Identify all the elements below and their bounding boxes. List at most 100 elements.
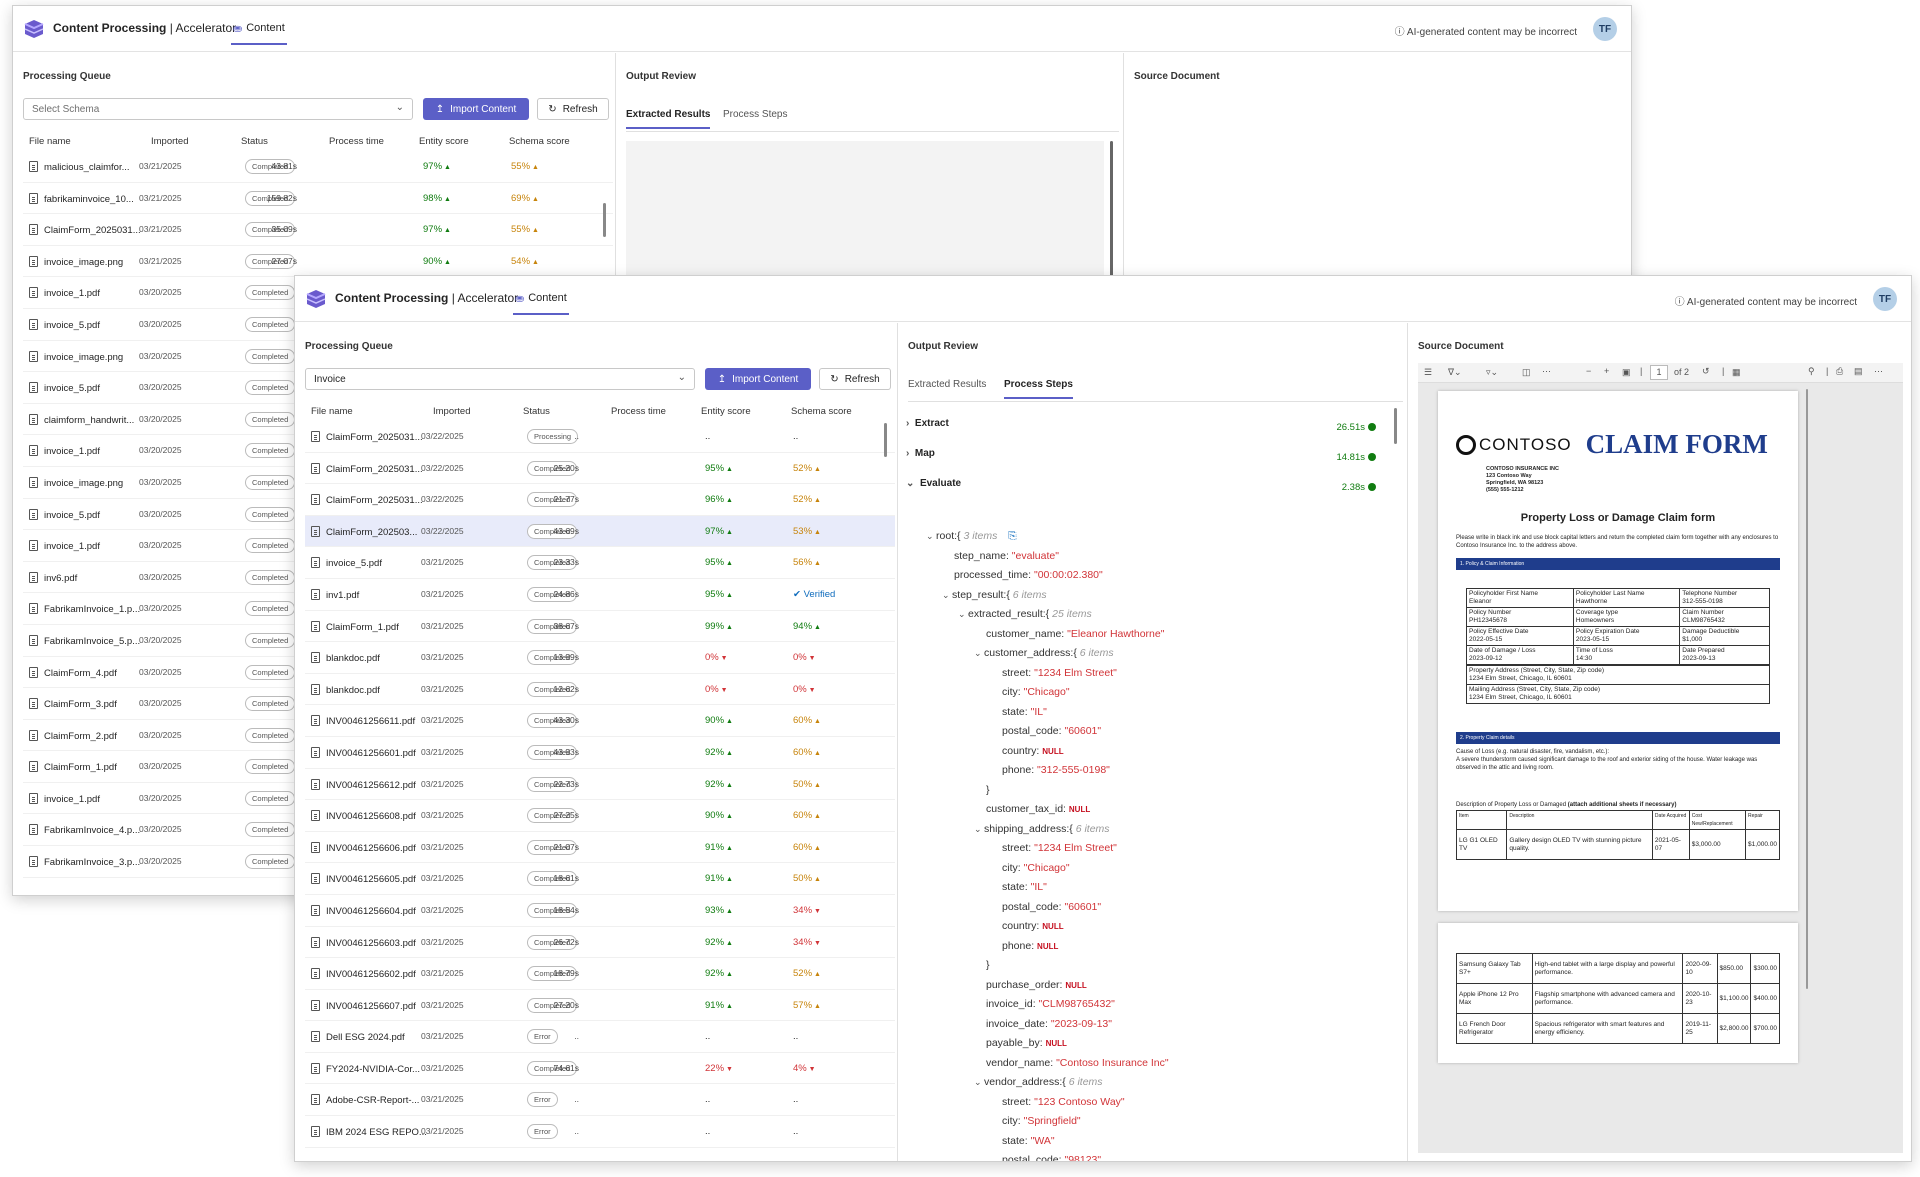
status-badge: Completed <box>245 474 296 490</box>
refresh-icon: ↻ <box>548 103 557 115</box>
fit-page-icon[interactable]: ▣ <box>1622 367 1631 377</box>
imported-date: 03/21/2025 <box>421 715 464 726</box>
print-icon[interactable]: ⎙ <box>1836 366 1844 376</box>
step-extract[interactable]: › Extract 26.51s <box>906 418 1376 442</box>
import-content-button[interactable]: ↥ Import Content <box>423 98 529 120</box>
page-number-input[interactable]: 1 <box>1650 365 1668 380</box>
zoom-out-icon[interactable]: − <box>1586 366 1592 376</box>
table-row[interactable]: ClaimForm_202503... 03/22/2025 Completed 43… <box>305 515 895 548</box>
upload-icon: ↥ <box>435 103 445 115</box>
table-row[interactable]: INV00461256612.pdf 03/21/2025 Completed 22.… <box>305 769 895 801</box>
tab-extracted-results[interactable]: Extracted Results <box>626 109 711 129</box>
avatar[interactable]: TF <box>1593 17 1617 41</box>
queue-scrollbar[interactable] <box>884 423 887 457</box>
json-node-expandable[interactable]: ⌄ customer_address:{ 6 items <box>974 647 1114 659</box>
col-schema-score[interactable]: Schema score <box>509 136 570 147</box>
col-entity-score[interactable]: Entity score <box>701 406 751 417</box>
col-status[interactable]: Status <box>241 136 268 147</box>
table-row[interactable]: invoice_5.pdf 03/21/2025 Completed 23.33s 95… <box>305 547 895 579</box>
json-node-expandable[interactable]: ⌄ shipping_address:{ 6 items <box>974 822 1110 835</box>
col-file-name[interactable]: File name <box>29 136 71 147</box>
table-row[interactable]: ClaimForm_2025031... 03/22/2025 Completed 2… <box>305 484 895 516</box>
save-icon[interactable]: ▤ <box>1854 366 1863 376</box>
output-scrollbar[interactable] <box>1394 408 1397 444</box>
more-icon[interactable]: ⋯ <box>1874 366 1883 376</box>
panel-title: Processing Queue <box>305 341 393 352</box>
table-row[interactable]: inv1.pdf 03/21/2025 Completed 24.86s 95% ▲ ✔ … <box>305 579 895 611</box>
import-content-button[interactable]: ↥ Import Content <box>705 368 811 390</box>
refresh-button[interactable]: ↻ Refresh <box>537 98 609 120</box>
table-row[interactable]: INV00461256605.pdf 03/21/2025 Completed 18.… <box>305 863 895 895</box>
schema-select[interactable]: Select Schema ⌄ <box>23 98 413 120</box>
step-evaluate[interactable]: ⌄ Evaluate 2.38s <box>906 478 1376 502</box>
tab-extracted-results[interactable]: Extracted Results <box>908 379 987 390</box>
table-row[interactable]: INV00461256608.pdf 03/21/2025 Completed 27.… <box>305 800 895 832</box>
page-view-icon[interactable]: ▦ <box>1732 367 1741 377</box>
entity-score: 95% ▲ <box>705 462 733 474</box>
file-name-cell: INV00461256601.pdf <box>311 746 416 759</box>
imported-date: 03/20/2025 <box>139 318 182 329</box>
rotate-icon[interactable]: ↺ <box>1702 366 1710 376</box>
search-icon[interactable]: ⚲ <box>1808 366 1815 376</box>
col-imported[interactable]: Imported <box>433 406 471 417</box>
col-process-time[interactable]: Process time <box>611 406 666 417</box>
list-icon[interactable]: ☰ <box>1424 367 1433 377</box>
table-row[interactable]: FY2024-NVIDIA-Cor... 03/21/2025 Completed 7… <box>305 1053 895 1085</box>
chevron-down-icon: ⌄ <box>906 478 915 489</box>
tab-process-steps[interactable]: Process Steps <box>1004 379 1073 399</box>
table-row[interactable]: ClaimForm_2025031... 03/22/2025 Processing… <box>305 421 895 453</box>
table-row[interactable]: INV00461256604.pdf 03/21/2025 Completed 18.… <box>305 895 895 927</box>
more-icon[interactable]: ⋯ <box>1542 366 1551 376</box>
table-row[interactable]: INV00461256606.pdf 03/21/2025 Completed 21.… <box>305 832 895 864</box>
schema-select[interactable]: Invoice ⌄ <box>305 368 695 390</box>
step-map[interactable]: › Map 14.81s <box>906 448 1376 472</box>
avatar[interactable]: TF <box>1873 287 1897 311</box>
table-row[interactable]: INV00461256602.pdf 03/21/2025 Completed 18.… <box>305 958 895 990</box>
table-row[interactable]: ClaimForm_1.pdf 03/21/2025 Completed 38.67s… <box>305 611 895 643</box>
pdf-toolbar: ☰ ∇⌄ ▿⌄ ◫ ⋯ − + ▣ | 1 of 2 ↺ | ▦ ⚲ | ⎙ ▤… <box>1418 363 1903 383</box>
view-icon[interactable]: ◫ <box>1522 367 1531 377</box>
table-row[interactable]: Adobe-CSR-Report-... 03/21/2025 Error.....… <box>305 1084 895 1117</box>
json-node-expandable[interactable]: ⌄ step_result:{ 6 items <box>942 588 1047 601</box>
pdf-viewer[interactable]: CONTOSO CLAIM FORM CONTOSO INSURANCE INC… <box>1418 383 1903 1153</box>
table-row[interactable]: ClaimForm_1.pdf 03/20/2025 Completed <box>23 751 613 783</box>
table-row[interactable]: blankdoc.pdf 03/21/2025 Completed 13.99s 0% … <box>305 642 895 674</box>
table-row[interactable]: INV00461256611.pdf 03/21/2025 Completed 43.… <box>305 705 895 737</box>
status-badge: Completed <box>245 601 296 617</box>
table-row[interactable]: Dell ESG 2024.pdf 03/21/2025 Error...... <box>305 1021 895 1053</box>
pdf-scrollbar[interactable] <box>1806 389 1808 989</box>
schema-score: 34% ▼ <box>793 936 821 948</box>
trend-icon: ▲ <box>724 465 733 473</box>
tab-content[interactable]: ⛂ Content <box>513 289 569 315</box>
filter-icon[interactable]: ▿⌄ <box>1486 367 1499 377</box>
highlight-icon[interactable]: ∇⌄ <box>1448 367 1462 377</box>
col-schema-score[interactable]: Schema score <box>791 406 852 417</box>
table-row[interactable]: ClaimForm_2025031... 03/22/2025 Completed 2… <box>305 453 895 485</box>
zoom-in-icon[interactable]: + <box>1604 366 1610 376</box>
table-row[interactable]: IBM 2024 ESG REPO... 03/21/2025 Error.....… <box>305 1116 895 1148</box>
table-row[interactable]: ClaimForm_2025031... 03/21/2025 Completed 3… <box>23 214 613 246</box>
table-row[interactable]: INV00461256601.pdf 03/21/2025 Completed 43.… <box>305 737 895 769</box>
table-row[interactable]: fabrikaminvoice_10... 03/21/2025 Completed… <box>23 183 613 215</box>
tab-content[interactable]: ⛂ Content <box>231 19 287 45</box>
json-node-expandable[interactable]: ⌄ vendor_address:{ 6 items <box>974 1076 1103 1088</box>
col-entity-score[interactable]: Entity score <box>419 136 469 147</box>
entity-score: 91% ▲ <box>705 999 733 1011</box>
col-process-time[interactable]: Process time <box>329 136 384 147</box>
results-scrollbar[interactable] <box>1110 141 1113 341</box>
table-row[interactable]: malicious_claimfor... 03/21/2025 Completed… <box>23 151 613 183</box>
json-node: state: "IL" <box>1002 705 1047 718</box>
table-row[interactable]: INV00461256607.pdf 03/21/2025 Completed 27.… <box>305 990 895 1022</box>
table-row[interactable]: invoice_image.png 03/21/2025 Completed 27.0… <box>23 246 613 278</box>
col-status[interactable]: Status <box>523 406 550 417</box>
table-row[interactable]: blankdoc.pdf 03/21/2025 Completed 12.62s 0% … <box>305 674 895 706</box>
col-file-name[interactable]: File name <box>311 406 353 417</box>
json-node-expandable[interactable]: ⌄ root:{ 3 items ⎘ <box>926 530 1017 542</box>
tab-process-steps[interactable]: Process Steps <box>723 109 788 120</box>
copy-icon[interactable]: ⎘ <box>1008 530 1017 542</box>
json-node-expandable[interactable]: ⌄ extracted_result:{ 25 items <box>958 608 1092 620</box>
refresh-button[interactable]: ↻ Refresh <box>819 368 891 390</box>
col-imported[interactable]: Imported <box>151 136 189 147</box>
queue-scrollbar[interactable] <box>603 203 606 237</box>
table-row[interactable]: INV00461256603.pdf 03/21/2025 Completed 26.… <box>305 927 895 959</box>
